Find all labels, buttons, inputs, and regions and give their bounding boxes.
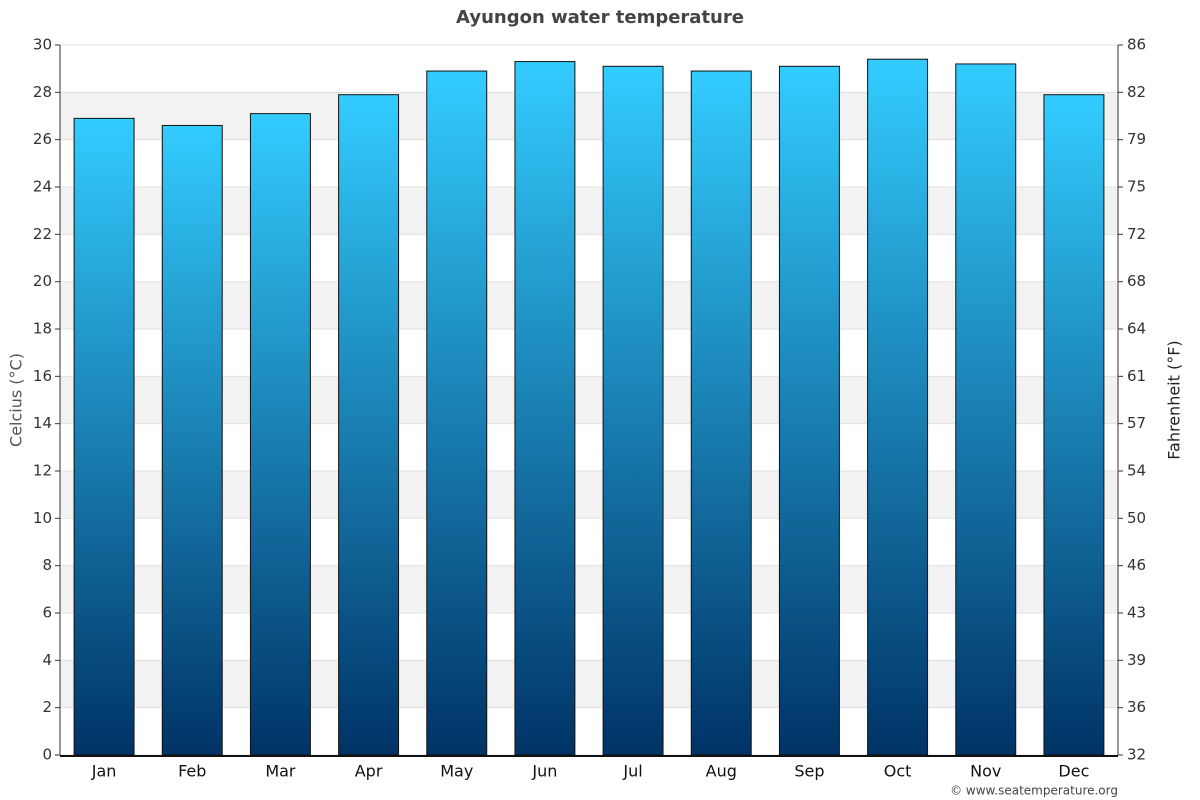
x-tick-label: Jul	[622, 762, 642, 781]
y2-tick-label: 54	[1127, 462, 1146, 480]
y-tick-label: 2	[42, 698, 52, 716]
y-tick-label: 24	[33, 178, 52, 196]
x-tick-label: Sep	[794, 762, 824, 781]
x-tick-label: Jan	[91, 762, 117, 781]
bar	[867, 58, 929, 756]
y2-tick-label: 43	[1127, 604, 1146, 622]
y-tick-label: 18	[33, 320, 52, 338]
grid-band	[60, 92, 1118, 140]
y2-tick-label: 64	[1127, 320, 1146, 338]
y-tick-label: 6	[42, 604, 52, 622]
y2-tick-label: 82	[1127, 83, 1146, 101]
y-tick-label: 22	[33, 225, 52, 243]
y2-tick-label: 39	[1127, 651, 1146, 669]
y2-tick-label: 79	[1127, 130, 1146, 148]
y2-tick-label: 32	[1127, 746, 1146, 764]
y2-tick-label: 57	[1127, 414, 1146, 432]
grid-band	[60, 565, 1118, 613]
y2-tick-label: 36	[1127, 698, 1146, 716]
chart-title: Ayungon water temperature	[456, 7, 744, 28]
x-tick-label: Aug	[706, 762, 737, 781]
x-tick-label: Jun	[531, 762, 557, 781]
bar	[690, 70, 752, 756]
y2-tick-label: 46	[1127, 556, 1146, 574]
bar	[249, 113, 311, 756]
y-tick-label: 12	[33, 462, 52, 480]
bar	[161, 124, 223, 756]
y2-tick-label: 68	[1127, 272, 1146, 290]
bar	[73, 117, 135, 756]
bar	[1043, 94, 1105, 756]
y2-tick-label: 75	[1127, 178, 1146, 196]
bar	[426, 70, 488, 756]
y2-tick-label: 86	[1127, 36, 1146, 54]
y2-tick-label: 50	[1127, 509, 1146, 527]
credit: © www.seatemperature.org	[950, 784, 1118, 798]
grid-band	[60, 376, 1118, 424]
grid-band	[60, 187, 1118, 235]
x-tick-label: Feb	[178, 762, 206, 781]
y-tick-label: 10	[33, 509, 52, 527]
y-axis-label: Celcius (°C)	[7, 353, 26, 447]
y-tick-label: 14	[33, 414, 52, 432]
x-tick-label: Oct	[884, 762, 912, 781]
y2-axis-label: Fahrenheit (°F)	[1165, 340, 1184, 459]
y-tick-label: 28	[33, 83, 52, 101]
y2-tick-label: 61	[1127, 367, 1146, 385]
grid-band	[60, 660, 1118, 708]
y-tick-label: 30	[33, 36, 52, 54]
y2-tick-label: 72	[1127, 225, 1146, 243]
y-tick-label: 20	[33, 272, 52, 290]
grid-band	[60, 471, 1118, 519]
bar	[955, 63, 1017, 756]
y-tick-label: 0	[42, 746, 52, 764]
y-tick-label: 16	[33, 367, 52, 385]
bar	[778, 65, 840, 756]
bar	[338, 94, 400, 756]
x-tick-label: Apr	[355, 762, 383, 781]
y-tick-label: 4	[42, 651, 52, 669]
y-tick-label: 26	[33, 130, 52, 148]
x-tick-label: Dec	[1058, 762, 1089, 781]
x-tick-label: May	[440, 762, 473, 781]
x-tick-label: Nov	[970, 762, 1001, 781]
bar	[514, 61, 576, 756]
grid-band	[60, 281, 1118, 329]
y-tick-label: 8	[42, 556, 52, 574]
x-tick-label: Mar	[265, 762, 296, 781]
bar	[602, 65, 664, 756]
